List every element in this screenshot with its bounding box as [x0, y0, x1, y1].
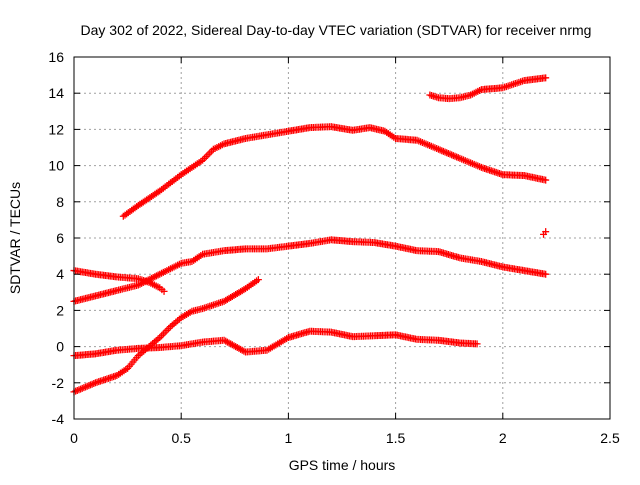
- y-tick-label: 16: [48, 49, 64, 65]
- y-tick-label: -2: [52, 375, 65, 391]
- series-track-5: [540, 228, 550, 238]
- y-tick-label: 6: [56, 230, 64, 246]
- data-point: [151, 273, 159, 281]
- data-point: [453, 153, 461, 161]
- x-tick-label: 1: [285, 430, 293, 446]
- data-point: [90, 379, 98, 387]
- data-point: [86, 381, 94, 389]
- data-point: [134, 281, 142, 289]
- series-track-2: [426, 74, 550, 103]
- data-point: [152, 272, 160, 280]
- axis-layer: -4 -2 0 2 4 6 8 10 12 14 16 0 0.5 1 1.5 2 2.5: [48, 49, 620, 446]
- x-tick-label: 0.5: [171, 430, 191, 446]
- data-point: [542, 176, 550, 184]
- series-track-3: [70, 236, 550, 305]
- data-point: [82, 383, 90, 391]
- data-point: [160, 287, 168, 295]
- data-point: [75, 386, 83, 394]
- y-tick-label: 2: [56, 302, 64, 318]
- x-tick-label: 2.5: [600, 430, 620, 446]
- data-point: [438, 147, 446, 155]
- data-point: [542, 228, 550, 236]
- grid-layer: [74, 57, 610, 419]
- data-point: [444, 149, 452, 157]
- x-tick-label: 1.5: [386, 430, 406, 446]
- data-point: [449, 152, 457, 160]
- y-tick-label: 8: [56, 194, 64, 210]
- y-tick-label: 4: [56, 266, 64, 282]
- data-point: [83, 382, 91, 390]
- data-point: [441, 148, 449, 156]
- y-tick-label: 12: [48, 121, 64, 137]
- data-point: [436, 146, 444, 154]
- data-point: [434, 145, 442, 153]
- data-point: [448, 151, 456, 159]
- y-tick-label: -4: [52, 411, 65, 427]
- x-axis-label: GPS time / hours: [289, 457, 396, 473]
- data-point: [88, 380, 96, 388]
- series-track-7: [70, 327, 481, 360]
- data-point: [148, 274, 156, 282]
- data-point: [149, 274, 157, 282]
- data-point: [451, 152, 459, 160]
- data-point: [80, 384, 88, 392]
- data-point: [443, 149, 451, 157]
- series-track-4: [70, 267, 168, 295]
- chart-title: Day 302 of 2022, Sidereal Day-to-day VTE…: [81, 22, 592, 38]
- y-tick-label: 14: [48, 85, 64, 101]
- series-track-6: [70, 276, 262, 396]
- y-axis-label: SDTVAR / TECUs: [7, 182, 23, 294]
- data-point: [85, 382, 93, 390]
- data-point: [542, 270, 550, 278]
- series-track-1: [119, 123, 550, 220]
- data-point: [78, 384, 86, 392]
- data-point: [542, 74, 550, 82]
- x-tick-label: 2: [499, 430, 507, 446]
- data-point: [439, 147, 447, 155]
- data-point: [77, 385, 85, 393]
- data-point: [72, 387, 80, 395]
- data-point: [446, 150, 454, 158]
- data-point: [454, 154, 462, 162]
- y-tick-label: 10: [48, 158, 64, 174]
- data-point: [473, 340, 481, 348]
- data-marks: [70, 74, 550, 396]
- y-tick-label: 0: [56, 339, 64, 355]
- data-point: [254, 276, 262, 284]
- data-point: [73, 386, 81, 394]
- x-tick-label: 0: [70, 430, 78, 446]
